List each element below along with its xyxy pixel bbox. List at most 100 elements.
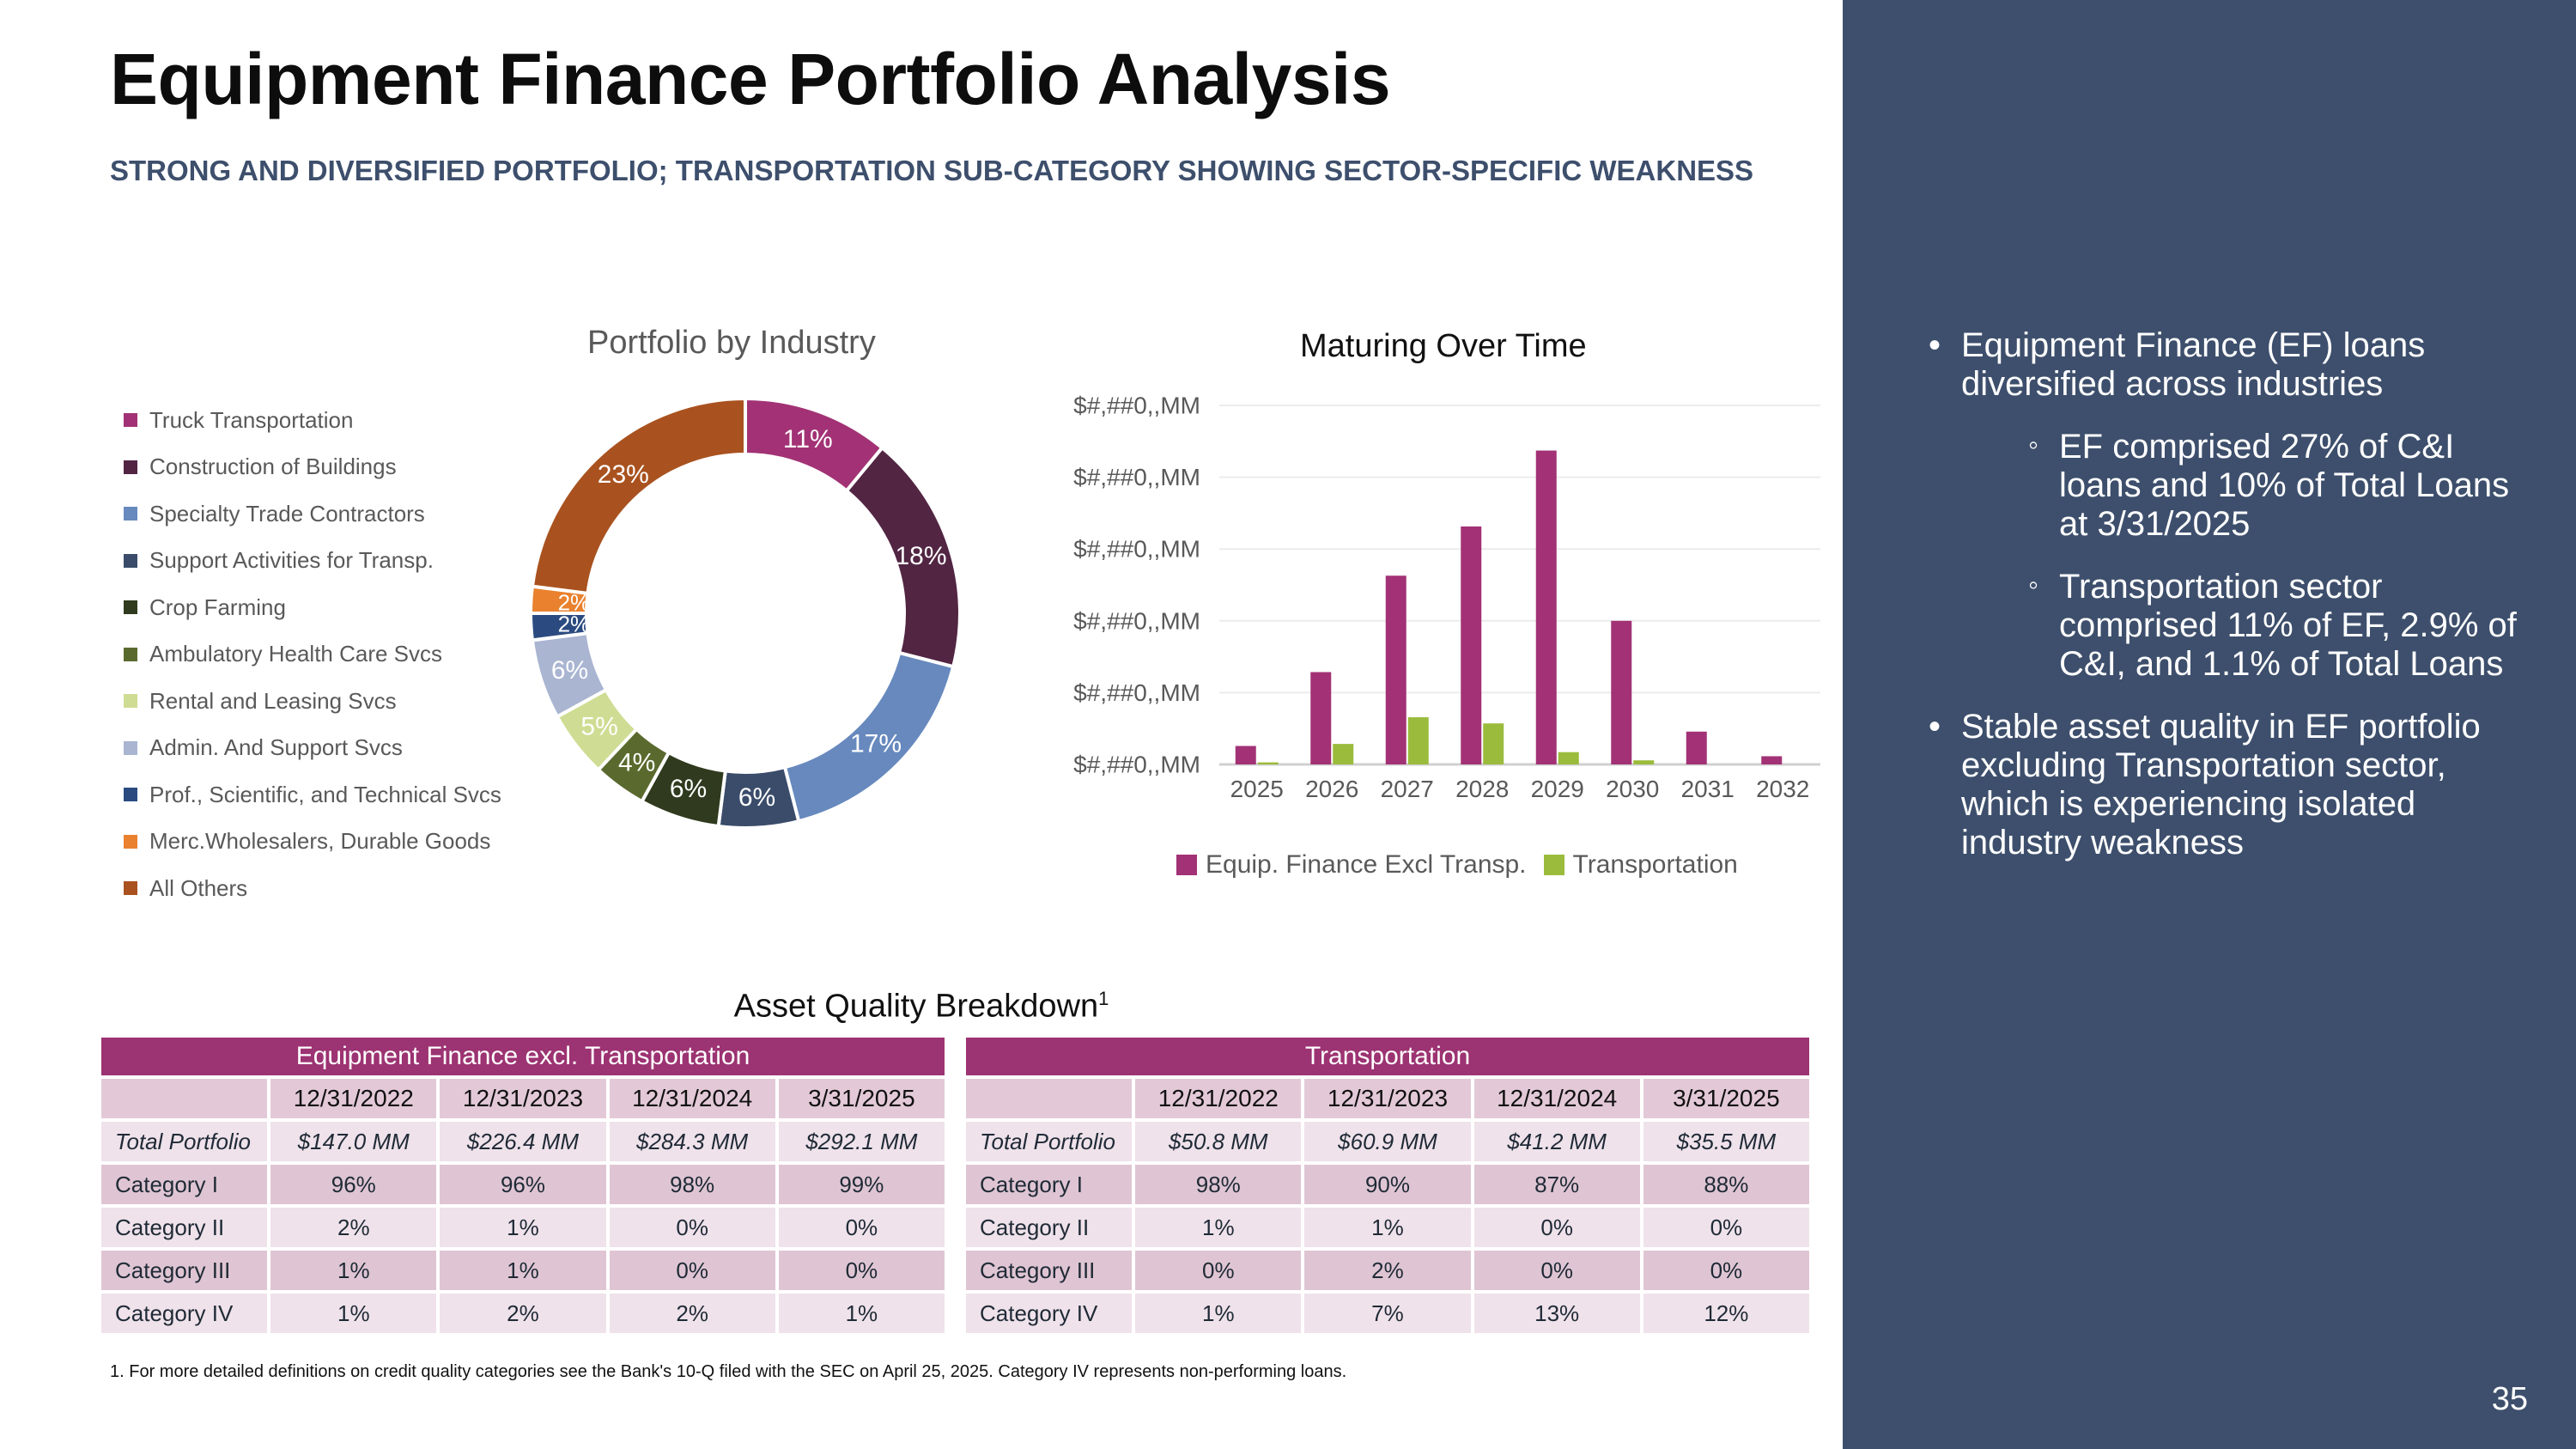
bullet-circle-icon: ◦ (2028, 429, 2039, 461)
bar (1633, 760, 1655, 764)
y-tick-label: $#,##0,,MM (1073, 464, 1200, 490)
ef-table-cell: 0% (609, 1208, 775, 1247)
ef-table-cell: 1% (778, 1294, 945, 1333)
ef-row-label: Category II (101, 1208, 268, 1247)
ef-column-header: 3/31/2025 (778, 1079, 945, 1118)
x-tick-label: 2029 (1531, 776, 1584, 802)
donut-slice-label: 6% (551, 656, 588, 685)
legend-label: Prof., Scientific, and Technical Svcs (149, 781, 501, 807)
y-tick-label: $#,##0,,MM (1073, 393, 1200, 419)
ef-header-blank (101, 1079, 268, 1118)
legend-item: Ambulatory Health Care Svcs (124, 631, 501, 679)
legend-swatch (124, 834, 137, 849)
transportation-table-cell: 0% (1473, 1251, 1640, 1290)
ef-table-cell: 1% (440, 1251, 606, 1290)
ef-table-row: Category I 96% 96% 98% 99% (101, 1165, 945, 1204)
bullet-dot-icon: • (1929, 326, 1941, 364)
ef-table-cell: 0% (778, 1251, 945, 1290)
donut-slice-label: 4% (618, 748, 655, 776)
bar (1385, 575, 1406, 764)
transportation-row-label: Category IV (966, 1294, 1133, 1333)
ef-table-row: Category III 1% 1% 0% 0% (101, 1251, 945, 1290)
transportation-column-header: 12/31/2023 (1304, 1079, 1471, 1118)
donut-slice-label: 6% (670, 775, 707, 803)
bar-legend: Equip. Finance Excl Transp. Transportati… (1176, 850, 1738, 880)
page-subtitle: STRONG AND DIVERSIFIED PORTFOLIO; TRANSP… (110, 155, 1754, 186)
transportation-column-header: 12/31/2024 (1473, 1079, 1640, 1118)
ef-table-row: Category IV 1% 2% 2% 1% (101, 1294, 945, 1333)
ef-column-header: 12/31/2023 (440, 1079, 606, 1118)
transportation-table-cell: 0% (1643, 1251, 1809, 1290)
bullet-text: Equipment Finance (EF) loans diversified… (1961, 326, 2426, 403)
bullet-point: ◦ Transportation sector comprised 11% of … (2028, 568, 2540, 684)
legend-item: Specialty Trade Contractors (124, 490, 501, 538)
ef-row-label: Total Portfolio (101, 1122, 268, 1161)
x-tick-label: 2032 (1756, 776, 1809, 802)
transportation-table-banner: Transportation (966, 1038, 1809, 1075)
x-tick-label: 2030 (1606, 776, 1659, 802)
legend-swatch (124, 600, 137, 615)
transportation-row-label: Total Portfolio (966, 1122, 1133, 1161)
ef-table-cell: $226.4 MM (440, 1122, 606, 1161)
ef-table-cell: 1% (270, 1294, 437, 1333)
ef-table-cell: 0% (778, 1208, 945, 1247)
bar (1686, 731, 1707, 764)
transportation-table-cell: $35.5 MM (1643, 1122, 1809, 1161)
x-tick-label: 2031 (1681, 776, 1735, 802)
ef-table-cell: 99% (778, 1165, 945, 1204)
footnote: 1. For more detailed definitions on cred… (110, 1362, 1347, 1381)
y-tick-label: $#,##0,,MM (1073, 679, 1200, 706)
ef-row-label: Category IV (101, 1294, 268, 1333)
donut-slice-label: 23% (598, 460, 649, 489)
bullet-text: Stable asset quality in EF portfolio exc… (1961, 708, 2481, 861)
bullet-point: • Stable asset quality in EF portfolio ex… (1929, 708, 2528, 862)
donut-chart: 11%18%17%6%6%4%5%6%2%2%23% (528, 396, 962, 830)
legend-item: All Others (124, 865, 501, 912)
ef-table-cell: 96% (270, 1165, 437, 1204)
transportation-table-row: Category III 0% 2% 0% 0% (966, 1251, 1809, 1290)
transportation-table-cell: $60.9 MM (1304, 1122, 1471, 1161)
bullet-point: ◦ EF comprised 27% of C&I loans and 10% o… (2028, 428, 2540, 544)
transportation-table-cell: 1% (1304, 1208, 1471, 1247)
transportation-table-cell: $50.8 MM (1135, 1122, 1302, 1161)
legend-item: Crop Farming (124, 584, 501, 631)
page-title: Equipment Finance Portfolio Analysis (110, 39, 1391, 119)
ef-table-cell: $147.0 MM (270, 1122, 437, 1161)
donut-slice-label: 17% (850, 730, 902, 758)
transportation-table-cell: 98% (1135, 1165, 1302, 1204)
x-tick-label: 2028 (1455, 776, 1509, 802)
legend-label: Rental and Leasing Svcs (149, 687, 397, 714)
legend-label: Specialty Trade Contractors (149, 500, 425, 527)
legend-item: Construction of Buildings (124, 444, 501, 491)
y-tick-label: $#,##0,,MM (1073, 536, 1200, 563)
bar (1611, 620, 1632, 764)
bar (1535, 450, 1557, 764)
legend-label: Support Activities for Transp. (149, 547, 434, 574)
transportation-asset-quality-table: Transportation 12/31/2022 12/31/2023 12/31… (963, 1034, 1813, 1336)
transportation-header-blank (966, 1079, 1133, 1118)
ef-table-cell: 2% (440, 1294, 606, 1333)
transportation-table-cell: 0% (1643, 1208, 1809, 1247)
ef-column-header: 12/31/2024 (609, 1079, 775, 1118)
transportation-table-cell: 88% (1643, 1165, 1809, 1204)
legend-item: Truck Transportation (124, 397, 501, 444)
legend-swatch (124, 553, 137, 568)
legend-swatch (124, 788, 137, 802)
ef-table-cell: 0% (609, 1251, 775, 1290)
transportation-row-label: Category I (966, 1165, 1133, 1204)
key-points: • Equipment Finance (EF) loans diversifie… (1843, 326, 2576, 886)
bar (1461, 526, 1482, 764)
ef-asset-quality-table: Equipment Finance excl. Transportation 1… (98, 1034, 948, 1336)
transportation-row-label: Category II (966, 1208, 1133, 1247)
transportation-table-cell: 7% (1304, 1294, 1471, 1333)
asset-quality-title-text: Asset Quality Breakdown (733, 988, 1099, 1025)
legend-label: Construction of Buildings (149, 454, 397, 480)
legend-swatch (124, 694, 137, 709)
transportation-column-header: 3/31/2025 (1643, 1079, 1809, 1118)
ef-table-banner: Equipment Finance excl. Transportation (101, 1038, 945, 1075)
bullet-point: • Equipment Finance (EF) loans diversifie… (1929, 326, 2528, 404)
ef-row-label: Category I (101, 1165, 268, 1204)
legend-item: Merc.Wholesalers, Durable Goods (124, 819, 501, 866)
transportation-table-cell: 12% (1643, 1294, 1809, 1333)
legend-swatch (124, 740, 137, 755)
